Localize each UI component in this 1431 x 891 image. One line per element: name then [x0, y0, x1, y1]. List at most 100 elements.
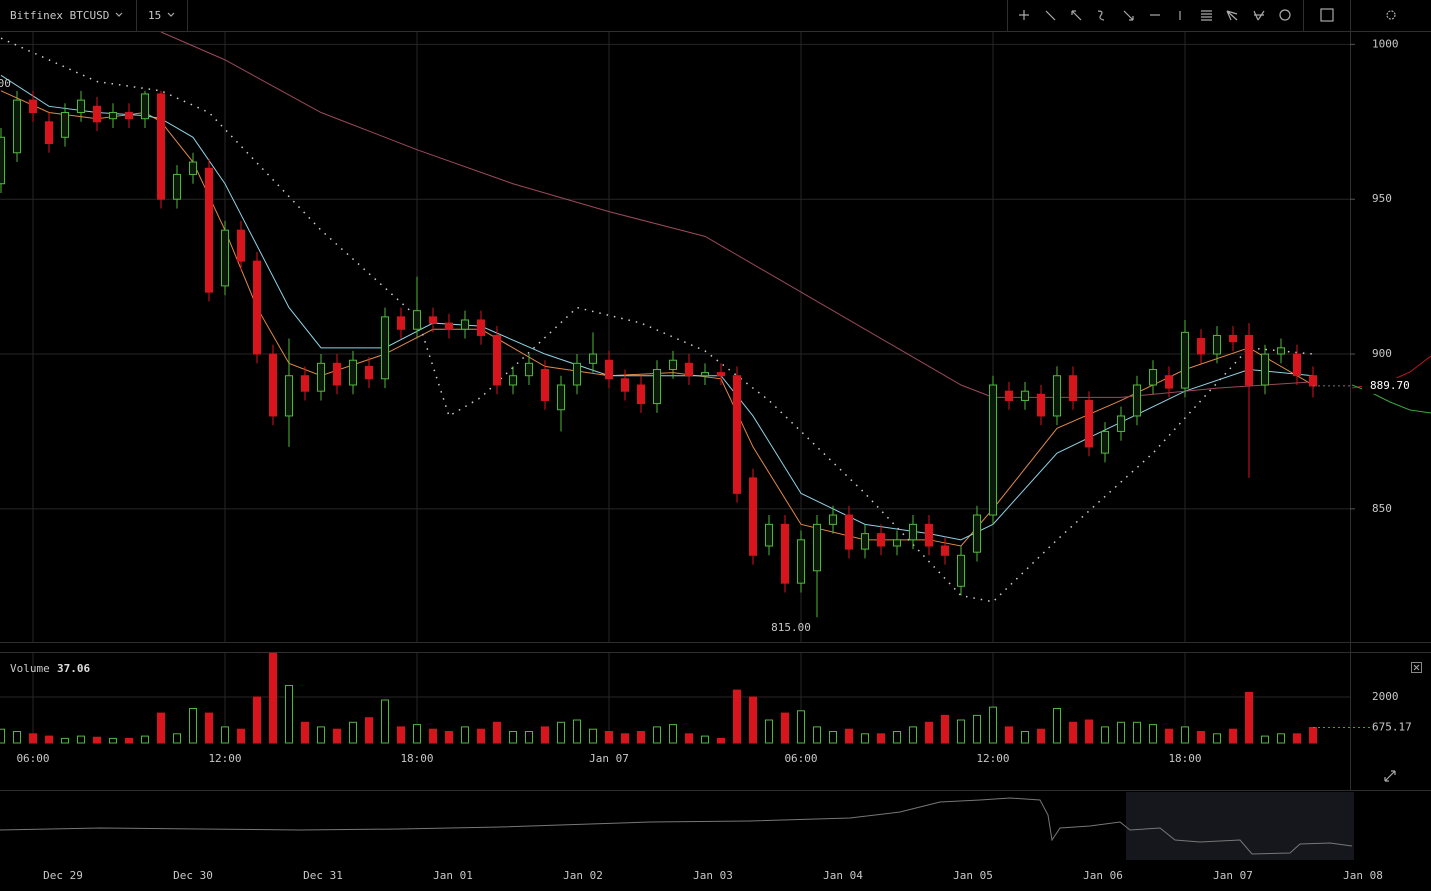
- pitchfork-tool[interactable]: [1253, 10, 1265, 21]
- symbol-selector[interactable]: Bitfinex BTCUSD: [10, 9, 109, 22]
- volume-bar: [141, 735, 149, 744]
- curve-tool[interactable]: [1097, 10, 1105, 21]
- volume-bar: [1245, 691, 1253, 744]
- close-volume-button[interactable]: [1411, 662, 1422, 673]
- x-tick-label: 18:00: [1168, 752, 1201, 765]
- candle-body: [1165, 375, 1173, 389]
- navigator-date: Jan 04: [823, 869, 863, 882]
- candle-body: [589, 353, 597, 364]
- volume-bar: [749, 696, 757, 744]
- candle-body: [525, 362, 533, 377]
- fib-tool[interactable]: [1201, 10, 1212, 21]
- navigator-window[interactable]: [1126, 792, 1354, 860]
- candle-body: [765, 523, 773, 547]
- trendline-tool[interactable]: [1045, 10, 1056, 21]
- volume-bar: [893, 730, 901, 744]
- volume-bar: [685, 733, 693, 744]
- settings-button[interactable]: [1386, 10, 1396, 20]
- y-tick-label: 950: [1372, 192, 1392, 205]
- volume-bar: [1053, 707, 1061, 744]
- volume-bar: [77, 735, 85, 744]
- volume-bar: [717, 737, 725, 744]
- candle-body: [669, 359, 677, 371]
- candle-body: [957, 554, 965, 587]
- volume-bar: [1229, 728, 1237, 744]
- candle-body: [749, 477, 757, 556]
- candle-body: [205, 167, 213, 293]
- candle-body: [445, 322, 453, 330]
- extreme-label: 815.00: [771, 621, 811, 634]
- candle-body: [621, 378, 629, 392]
- volume-bar: [1101, 726, 1109, 744]
- candle-body: [973, 514, 981, 553]
- volume-bar: [189, 707, 197, 744]
- navigator-date: Jan 02: [563, 869, 603, 882]
- y-tick-label: 900: [1372, 347, 1392, 360]
- candle-body: [781, 523, 789, 584]
- volume-bar: [829, 730, 837, 744]
- candle-body: [1213, 334, 1221, 355]
- volume-bar: [877, 733, 885, 744]
- volume-bar: [413, 724, 421, 744]
- fan-tool[interactable]: [1226, 10, 1238, 21]
- candle-body: [61, 112, 69, 138]
- volume-bar: [1293, 733, 1301, 744]
- indicators-button[interactable]: [1320, 8, 1334, 22]
- crosshair-tool[interactable]: [1019, 10, 1029, 20]
- last-value-label: 675.17: [1372, 720, 1412, 733]
- volume-bar: [301, 721, 309, 744]
- candle-body: [573, 362, 581, 386]
- volume-bar: [525, 730, 533, 744]
- volume-bar: [653, 726, 661, 744]
- candle-body: [557, 384, 565, 411]
- volume-bar: [349, 721, 357, 744]
- interval-selector[interactable]: 15: [148, 9, 161, 22]
- volume-bar: [973, 714, 981, 744]
- candle-body: [1229, 334, 1237, 343]
- candle-body: [1053, 375, 1061, 417]
- volume-bar: [845, 728, 853, 744]
- navigator-date: Jan 06: [1083, 869, 1123, 882]
- volume-bar: [1069, 721, 1077, 744]
- candle-body: [637, 384, 645, 405]
- volume-bar: [1117, 721, 1125, 744]
- last-price-label: 889.70: [1370, 379, 1410, 392]
- expand-button[interactable]: [1384, 770, 1396, 782]
- volume-bar: [541, 726, 549, 744]
- volume-bar: [253, 696, 261, 744]
- candle-body: [429, 316, 437, 324]
- arrow-tool[interactable]: [1123, 10, 1134, 21]
- pane-value: 37.06: [57, 662, 90, 675]
- volume-bar: [509, 730, 517, 744]
- dropdown-chevron[interactable]: [167, 12, 175, 17]
- volume-bar: [589, 728, 597, 744]
- candle-body: [1005, 390, 1013, 401]
- candle-body: [1181, 331, 1189, 389]
- x-tick-label: 06:00: [784, 752, 817, 765]
- x-tick-label: 12:00: [976, 752, 1009, 765]
- candle-body: [1149, 369, 1157, 386]
- candle-body: [477, 319, 485, 336]
- candle-body: [653, 369, 661, 405]
- navigator-date: Jan 08: [1343, 869, 1383, 882]
- y-tick-label: 1000: [1372, 37, 1399, 50]
- candle-body: [221, 229, 229, 287]
- volume-bar: [317, 726, 325, 744]
- candle-body: [797, 539, 805, 584]
- extreme-label: 985.00: [0, 77, 11, 90]
- candle-body: [989, 384, 997, 516]
- y-tick-label: 850: [1372, 502, 1392, 515]
- candle-body: [157, 93, 165, 200]
- volume-bar: [461, 726, 469, 744]
- dropdown-chevron[interactable]: [115, 12, 123, 17]
- ray-tool[interactable]: [1071, 10, 1082, 21]
- candle-body: [333, 362, 341, 386]
- candle-body: [701, 372, 709, 377]
- navigator-date: Dec 29: [43, 869, 83, 882]
- circle-tool[interactable]: [1279, 9, 1291, 21]
- x-tick-label: 12:00: [208, 752, 241, 765]
- candle-body: [509, 375, 517, 386]
- candle-body: [413, 310, 421, 330]
- volume-bar: [989, 706, 997, 744]
